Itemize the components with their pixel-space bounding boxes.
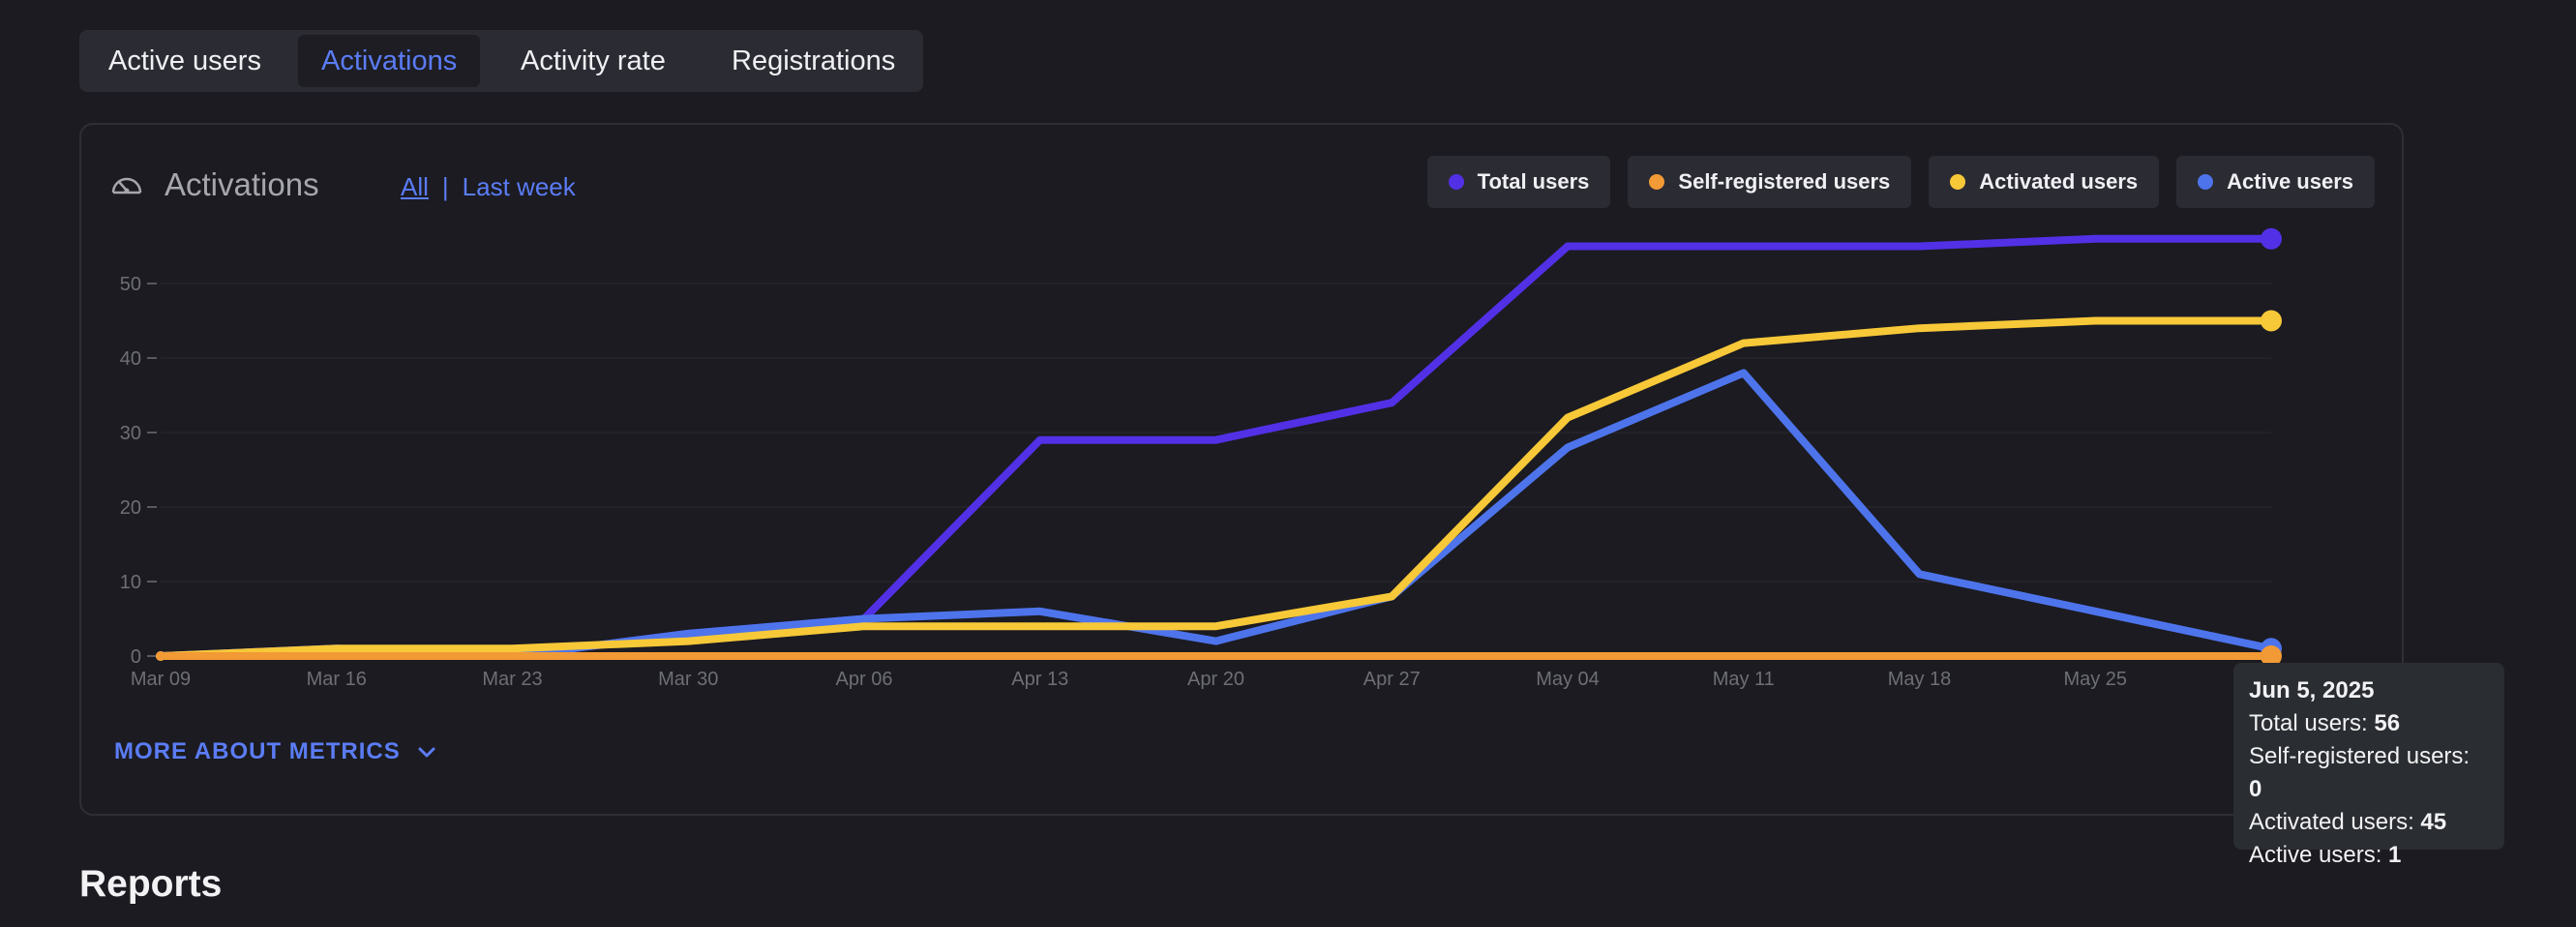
tooltip-label: Total users: [2249, 710, 2375, 736]
series-line-total-users [157, 234, 2275, 660]
x-tick-label: Apr 06 [836, 669, 893, 690]
x-tick-label: Apr 13 [1011, 669, 1068, 690]
filter-all-link[interactable]: All [401, 172, 429, 201]
legend-activated-users[interactable]: Activated users [1929, 156, 2160, 208]
legend-dot [2198, 174, 2214, 190]
y-tick-label: 0 [131, 646, 141, 668]
tab-activity-rate[interactable]: Activity rate [521, 45, 666, 76]
more-about-metrics-label: MORE ABOUT METRICS [114, 738, 401, 764]
x-tick-label: Mar 16 [307, 669, 367, 690]
x-tick-label: May 04 [1536, 669, 1600, 690]
filter-last-week-link[interactable]: Last week [462, 172, 576, 201]
tab-activations[interactable]: Activations [298, 35, 481, 87]
activations-line-chart: 0 10 20 30 40 50 Mar 09 Mar 16 Mar 23 Mar 30 Apr 0… [120, 227, 2282, 690]
legend-dot [1950, 174, 1966, 190]
series-end-point-self-registered-users [2261, 645, 2282, 667]
tooltip-label: Activated users: [2249, 809, 2421, 835]
x-tick-label: Apr 20 [1187, 669, 1244, 690]
y-tick-label: 30 [120, 423, 141, 444]
series-end-point-activated-users [2261, 310, 2282, 332]
tooltip-row-active-users: Active users: 1 [2249, 839, 2489, 872]
x-tick-label: Mar 23 [482, 669, 542, 690]
tooltip-row-activated-users: Activated users: 45 [2249, 806, 2489, 839]
tooltip-row-self-registered-users: Self-registered users: 0 [2249, 740, 2489, 806]
legend-dot [1649, 174, 1665, 190]
tooltip-row-total-users: Total users: 56 [2249, 707, 2489, 740]
y-tick-label: 10 [120, 572, 141, 593]
tab-registrations[interactable]: Registrations [732, 45, 896, 76]
legend-total-users[interactable]: Total users [1426, 156, 1611, 208]
tooltip-label: Active users: [2249, 842, 2389, 868]
chevron-down-icon [418, 747, 435, 758]
more-about-metrics-link[interactable]: MORE ABOUT METRICS [114, 738, 436, 765]
period-filters: All | Last week [401, 171, 576, 202]
metric-tabs: Active users Activations Activity rate R… [79, 30, 923, 92]
x-tick-label: May 18 [1888, 669, 1952, 690]
legend-dot [1448, 174, 1464, 190]
series-line-active-users [157, 369, 2275, 660]
y-tick-label: 40 [120, 348, 141, 370]
x-tick-label: May 25 [2063, 669, 2127, 690]
series-end-point-total-users [2261, 227, 2282, 250]
series-line-activated-users [157, 316, 2275, 660]
x-tick-label: Mar 30 [658, 669, 718, 690]
chart-legend: Total users Self-registered users Activa… [1426, 156, 2375, 208]
tab-active-users[interactable]: Active users [108, 45, 261, 76]
tooltip-date: Jun 5, 2025 [2249, 677, 2375, 703]
legend-label: Total users [1477, 169, 1590, 194]
card-title: Activations [165, 166, 319, 202]
y-tick-label: 20 [120, 497, 141, 519]
x-tick-label: Apr 27 [1363, 669, 1421, 690]
x-tick-label: May 11 [1713, 669, 1775, 690]
reports-heading: Reports [79, 863, 223, 905]
chart-tooltip: Jun 5, 2025 Total users: 56 Self-registe… [2233, 663, 2504, 868]
legend-label: Self-registered users [1678, 169, 1891, 194]
filter-separator: | [441, 172, 449, 201]
y-tick-label: 50 [120, 274, 141, 295]
tooltip-value: 1 [2388, 842, 2402, 868]
legend-self-registered-users[interactable]: Self-registered users [1628, 156, 1912, 208]
activations-card: Activations All | Last week Total users Se… [79, 123, 2404, 816]
gauge-icon [111, 177, 142, 194]
legend-label: Activated users [1979, 169, 2139, 194]
legend-label: Active users [2227, 169, 2353, 194]
legend-active-users[interactable]: Active users [2176, 156, 2375, 208]
series-start-point-self-registered-users [156, 651, 165, 661]
tooltip-value: 56 [2374, 710, 2401, 736]
x-tick-label: Mar 09 [131, 669, 191, 690]
tooltip-label: Self-registered users: [2249, 743, 2471, 769]
tooltip-value: 45 [2420, 809, 2447, 835]
tooltip-value: 0 [2249, 776, 2262, 802]
